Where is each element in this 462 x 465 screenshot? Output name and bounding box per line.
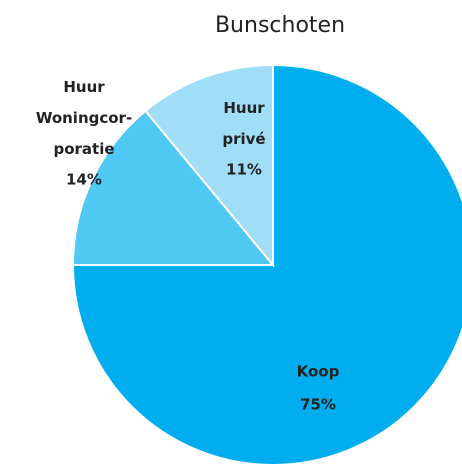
slice-label: Koop: [297, 363, 340, 381]
slice-value-label: 14%: [66, 171, 102, 189]
slice-label: Huur privé: [222, 99, 265, 148]
chart-title: Bunschoten: [215, 13, 345, 38]
slice-value-label: 75%: [300, 396, 336, 414]
pie-slice: [144, 63, 274, 268]
pie-slice: [71, 63, 462, 465]
slice-label: Huur Woningcor-poratie: [36, 78, 132, 158]
pie-slice: [71, 109, 276, 266]
slice-value-label: 11%: [226, 161, 262, 179]
